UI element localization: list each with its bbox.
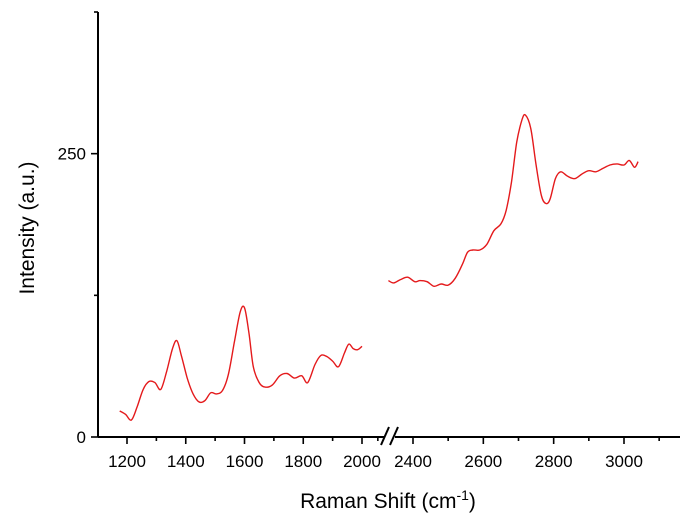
axes — [97, 12, 680, 446]
ticks: 0 250 1200 1400 1600 1800 2000 2400 2600 2800 3000 — [58, 11, 660, 471]
x-tick-label: 2000 — [343, 452, 381, 471]
x-tick-label: 1800 — [284, 452, 322, 471]
x-tick-label: 2400 — [394, 452, 432, 471]
x-tick-label: 1200 — [108, 452, 146, 471]
x-tick-label: 3000 — [605, 452, 643, 471]
x-axis-title: Raman Shift (cm-1) — [300, 487, 476, 513]
axis-titles: Raman Shift (cm-1) Intensity (a.u.) — [16, 161, 476, 513]
x-tick-label: 2800 — [535, 452, 573, 471]
y-tick-label: 0 — [77, 428, 86, 447]
y-tick-label: 250 — [58, 145, 86, 164]
axis-break-mark — [380, 426, 399, 446]
x-tick-label: 1400 — [167, 452, 205, 471]
series-group — [119, 113, 639, 421]
x-tick-label: 2600 — [464, 452, 502, 471]
spectrum-line-high-shift — [388, 113, 639, 288]
y-axis-title: Intensity (a.u.) — [16, 161, 39, 294]
x-tick-label: 1600 — [226, 452, 264, 471]
spectrum-line-low-shift — [119, 305, 363, 421]
